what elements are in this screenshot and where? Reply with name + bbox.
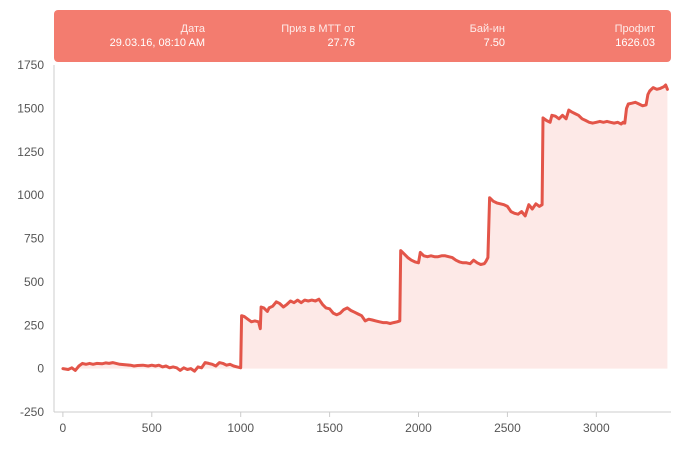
profit-line	[61, 83, 669, 373]
tooltip-buyin-value: 7.50	[483, 37, 505, 49]
y-tick-label: 500	[24, 275, 44, 289]
tooltip-date-label: Дата	[180, 23, 205, 35]
tooltip-buyin: Бай-ин 7.50	[470, 22, 505, 50]
tooltip-prize-value: 27.76	[327, 37, 355, 49]
profit-area-fill	[62, 85, 668, 372]
x-tick-label: 2000	[405, 421, 432, 435]
y-tick-label: 1750	[17, 58, 44, 72]
x-tick-label: 0	[60, 421, 67, 435]
x-tick-label: 1000	[227, 421, 254, 435]
y-tick-label: 1000	[17, 188, 44, 202]
tooltip-date: Дата 29.03.16, 08:10 AM	[110, 22, 205, 50]
y-tick-label: 250	[24, 318, 44, 332]
tooltip-prize-label: Приз в МТТ от	[281, 23, 355, 35]
tooltip-profit-value: 1626.03	[615, 37, 655, 49]
x-tick-label: 500	[142, 421, 162, 435]
x-tick-label: 1500	[316, 421, 343, 435]
y-tick-label: 1250	[17, 145, 44, 159]
tooltip-panel: Дата 29.03.16, 08:10 AM Приз в МТТ от 27…	[54, 10, 671, 62]
tooltip-profit-label: Профит	[614, 23, 655, 35]
x-tick-label: 2500	[494, 421, 521, 435]
y-axis-ticks: -250 0 250 500 750 1000 1250 1500 1750	[17, 58, 44, 419]
y-tick-label: 0	[37, 362, 44, 376]
x-axis-ticks: 0 500 1000 1500 2000 2500 3000	[60, 412, 610, 435]
y-tick-label: 750	[24, 232, 44, 246]
tooltip-prize: Приз в МТТ от 27.76	[281, 22, 355, 50]
tooltip-date-value: 29.03.16, 08:10 AM	[109, 37, 205, 49]
x-tick-label: 3000	[583, 421, 610, 435]
tooltip-profit: Профит 1626.03	[615, 22, 655, 50]
y-tick-label: -250	[20, 405, 44, 419]
y-tick-label: 1500	[17, 101, 44, 115]
tooltip-buyin-label: Бай-ин	[469, 23, 505, 35]
